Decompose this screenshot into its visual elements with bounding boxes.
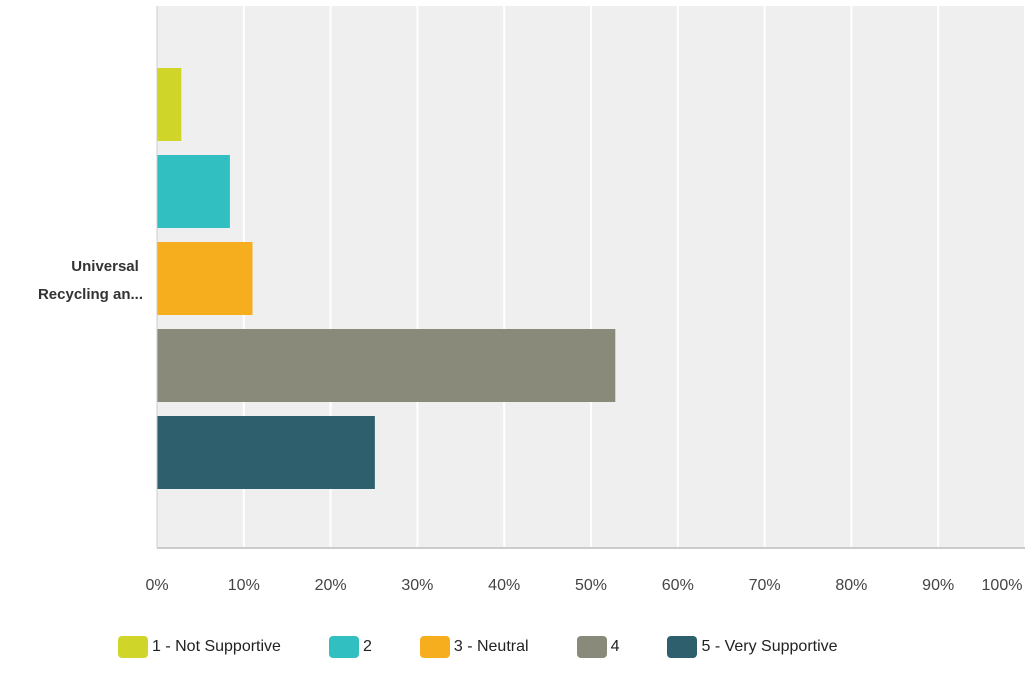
x-tick-label-3: 30% (401, 577, 433, 594)
legend-swatch-5 (667, 636, 698, 658)
legend-label-5: 5 - Very Supportive (701, 638, 838, 655)
legend-item-5[interactable]: 5 - Very Supportive (667, 636, 838, 658)
legend-item-1[interactable]: 1 - Not Supportive (118, 636, 281, 658)
x-tick-label-7: 70% (749, 577, 781, 594)
category-label-line-2: Recycling an... (38, 286, 143, 303)
bar-1[interactable] (157, 68, 182, 141)
legend-swatch-3 (419, 636, 450, 658)
bar-5[interactable] (157, 416, 375, 489)
legend-label-4: 4 (610, 638, 620, 655)
category-label: Universal Recycling an... (38, 258, 143, 303)
bar-4[interactable] (157, 329, 616, 402)
x-tick-label-5: 50% (575, 577, 607, 594)
legend-item-4[interactable]: 4 (576, 636, 620, 658)
bar-3[interactable] (157, 242, 253, 315)
x-tick-label-1: 10% (228, 577, 260, 594)
x-tick-label-2: 20% (315, 577, 347, 594)
x-tick-label-0: 0% (145, 577, 168, 594)
x-tick-label-10: 100% (982, 577, 1023, 594)
x-tick-label-9: 90% (922, 577, 954, 594)
x-tick-label-6: 60% (662, 577, 694, 594)
legend-swatch-2 (328, 636, 359, 658)
legend-label-2: 2 (362, 638, 372, 655)
category-label-line-1: Universal (71, 258, 139, 275)
legend: 1 - Not Supportive 2 3 - Neutral 4 5 - V… (118, 636, 838, 658)
x-tick-labels: 0% 10% 20% 30% 40% 50% 60% 70% 80% 90% 100% (145, 577, 1022, 594)
legend-swatch-1 (118, 636, 148, 658)
legend-label-3: 3 - Neutral (453, 638, 529, 655)
x-tick-label-4: 40% (488, 577, 520, 594)
legend-label-1: 1 - Not Supportive (152, 638, 281, 655)
bar-2[interactable] (157, 155, 230, 228)
legend-item-3[interactable]: 3 - Neutral (419, 636, 529, 658)
x-tick-label-8: 80% (835, 577, 867, 594)
bars (157, 68, 616, 489)
legend-item-2[interactable]: 2 (328, 636, 372, 658)
legend-swatch-4 (576, 636, 607, 658)
gridlines (242, 6, 1026, 548)
